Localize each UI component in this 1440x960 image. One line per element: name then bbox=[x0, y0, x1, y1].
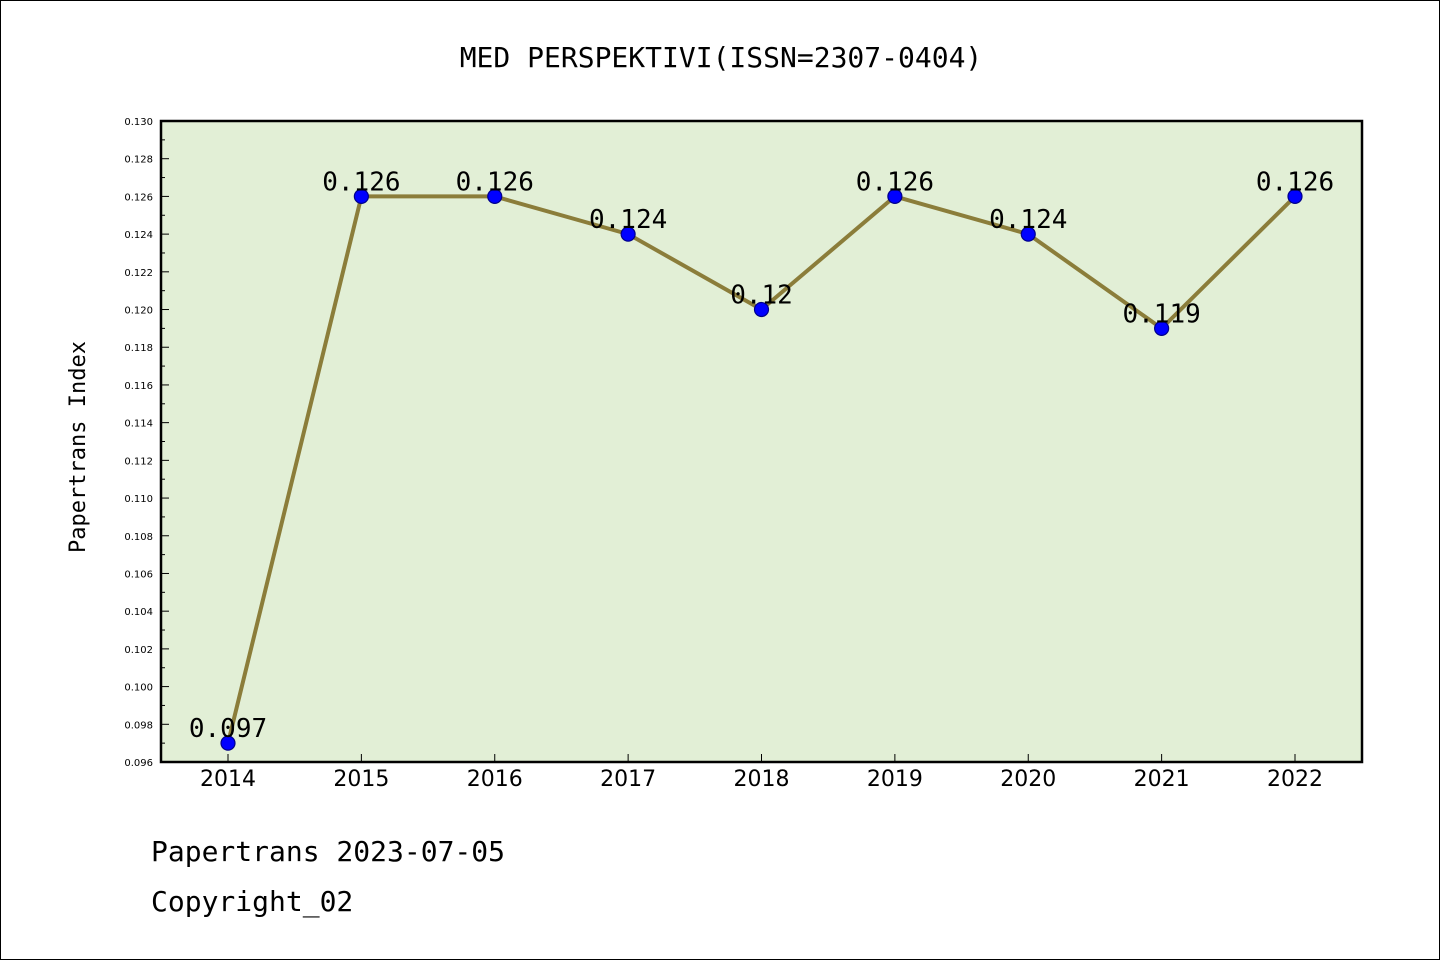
data-point bbox=[487, 188, 503, 205]
x-tick-label: 2017 bbox=[600, 767, 656, 792]
y-tick-label: 0.130 bbox=[124, 117, 153, 128]
x-tick-label: 2020 bbox=[1000, 767, 1056, 792]
y-tick-label: 0.122 bbox=[124, 268, 153, 279]
data-point bbox=[220, 735, 236, 751]
y-tick-label: 0.108 bbox=[124, 532, 153, 543]
y-tick-label: 0.110 bbox=[124, 494, 153, 505]
x-tick-label: 2022 bbox=[1267, 767, 1323, 792]
data-label: 0.126 bbox=[1256, 167, 1334, 197]
x-tick-label: 2018 bbox=[734, 767, 790, 792]
x-tick-label: 2016 bbox=[467, 767, 523, 792]
y-tick-label: 0.096 bbox=[124, 758, 153, 769]
y-axis-label: Papertrans Index bbox=[66, 341, 91, 553]
data-label: 0.126 bbox=[456, 167, 534, 197]
y-axis: 0.096 0.098 0.100 0.102 0.104 0.106 0.108 0.110… bbox=[124, 117, 169, 769]
data-point bbox=[1154, 320, 1170, 336]
x-tick-label: 2015 bbox=[333, 767, 389, 792]
y-tick-label: 0.128 bbox=[124, 155, 153, 166]
y-tick-label: 0.126 bbox=[124, 192, 153, 203]
plot-area bbox=[161, 121, 1362, 762]
data-point bbox=[1020, 226, 1036, 242]
data-point bbox=[1287, 188, 1303, 205]
y-tick-label: 0.118 bbox=[124, 343, 153, 354]
y-tick-label: 0.104 bbox=[124, 607, 153, 618]
x-tick-label: 2021 bbox=[1134, 767, 1190, 792]
data-label: 0.124 bbox=[989, 205, 1067, 235]
data-label: 0.124 bbox=[589, 205, 667, 235]
y-tick-label: 0.116 bbox=[124, 381, 153, 392]
data-point bbox=[887, 188, 903, 205]
x-tick-label: 2014 bbox=[200, 767, 256, 792]
data-label: 0.12 bbox=[730, 281, 793, 311]
chart-title: MED PERSPEKTIVI(ISSN=2307-0404) bbox=[460, 41, 983, 74]
data-label-layer: 0.097 0.126 0.126 0.124 0.12 0.126 0.124 0.119 0… bbox=[189, 167, 1334, 744]
y-tick-label: 0.124 bbox=[124, 230, 153, 241]
series-layer bbox=[220, 188, 1303, 751]
data-label: 0.126 bbox=[322, 167, 400, 197]
data-label: 0.097 bbox=[189, 714, 267, 744]
y-tick-label: 0.112 bbox=[124, 456, 153, 467]
x-tick-label: 2019 bbox=[867, 767, 923, 792]
y-tick-label: 0.100 bbox=[124, 683, 153, 694]
plot-border bbox=[159, 119, 1364, 764]
data-point bbox=[620, 226, 636, 242]
data-point bbox=[753, 301, 770, 318]
data-point bbox=[353, 188, 369, 205]
data-label: 0.126 bbox=[856, 167, 934, 197]
y-tick-label: 0.098 bbox=[124, 720, 153, 731]
footer-date: Papertrans 2023-07-05 bbox=[151, 835, 506, 868]
y-tick-label: 0.114 bbox=[124, 419, 153, 430]
y-tick-label: 0.102 bbox=[124, 645, 153, 656]
y-tick-label: 0.106 bbox=[124, 569, 153, 580]
footer-copyright: Copyright_02 bbox=[151, 885, 354, 918]
y-tick-label: 0.120 bbox=[124, 306, 153, 317]
data-label: 0.119 bbox=[1122, 299, 1200, 329]
x-axis: 2014 2015 2016 2017 2018 2019 2020 2021 2022 bbox=[200, 754, 1323, 792]
